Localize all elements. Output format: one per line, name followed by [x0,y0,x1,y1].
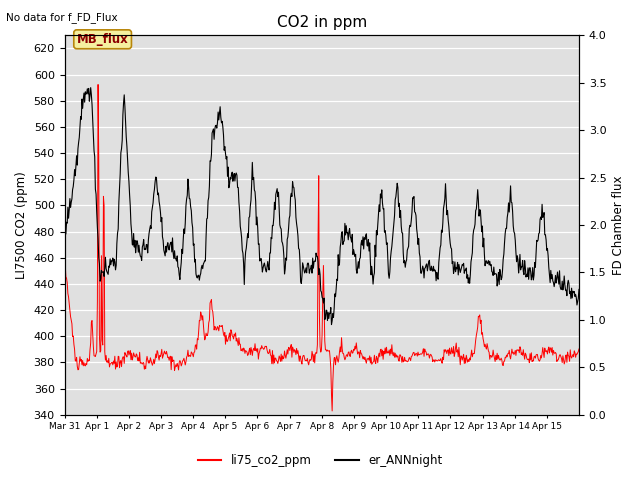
li75_co2_ppm [261,343,269,349]
li75_co2_ppm [328,408,336,414]
Title: CO2 in ppm: CO2 in ppm [276,15,367,30]
er_ANNnight [216,104,224,109]
Y-axis label: LI7500 CO2 (ppm): LI7500 CO2 (ppm) [15,171,28,279]
Y-axis label: FD Chamber flux: FD Chamber flux [612,175,625,275]
er_ANNnight [61,237,68,242]
er_ANNnight [575,287,583,292]
li75_co2_ppm [404,357,412,363]
Text: No data for f_FD_Flux: No data for f_FD_Flux [6,12,118,23]
Text: MB_flux: MB_flux [77,33,129,46]
li75_co2_ppm [61,252,68,258]
li75_co2_ppm [575,346,583,352]
Line: li75_co2_ppm: li75_co2_ppm [65,84,579,411]
er_ANNnight [242,249,250,255]
er_ANNnight [328,322,335,327]
li75_co2_ppm [376,354,383,360]
Line: er_ANNnight: er_ANNnight [65,88,579,324]
er_ANNnight [122,119,129,124]
Legend: li75_co2_ppm, er_ANNnight: li75_co2_ppm, er_ANNnight [193,449,447,472]
er_ANNnight [261,264,269,270]
li75_co2_ppm [216,324,224,329]
er_ANNnight [404,243,412,249]
er_ANNnight [87,85,95,91]
li75_co2_ppm [94,82,102,87]
li75_co2_ppm [242,348,250,353]
er_ANNnight [376,209,383,215]
li75_co2_ppm [122,352,129,358]
